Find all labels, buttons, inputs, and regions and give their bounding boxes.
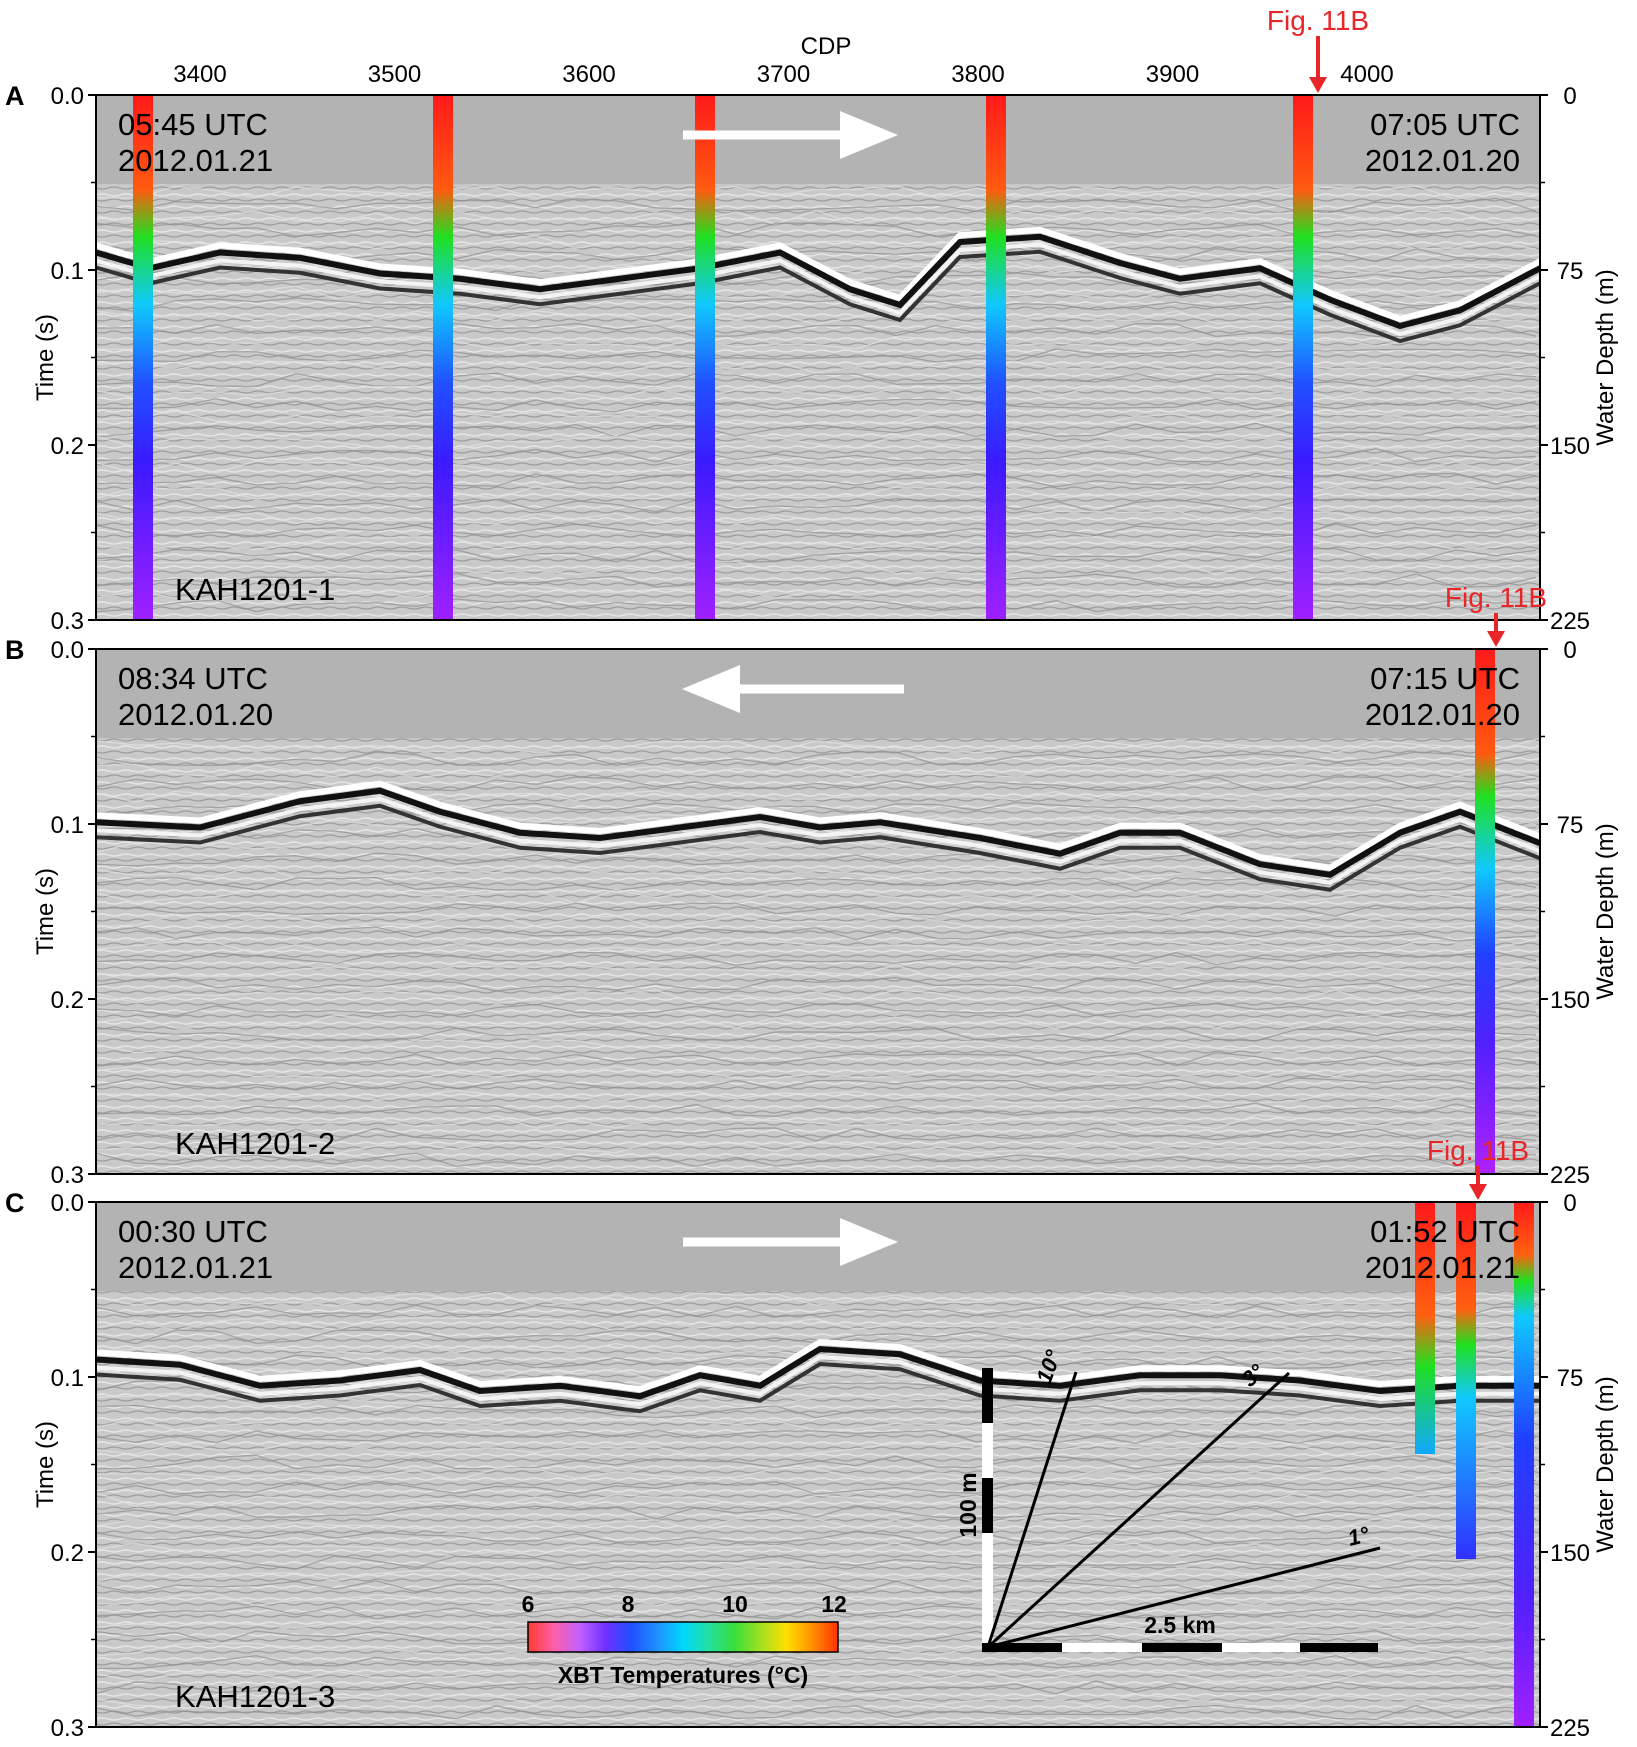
time-tick-label: 0.3	[51, 608, 84, 635]
fig-11b-callout: Fig. 11B	[1427, 1135, 1529, 1200]
cdp-tick-label: 3700	[757, 61, 810, 88]
colorbar-tick-label: 8	[622, 1591, 635, 1617]
time-tick-label: 0.0	[51, 83, 84, 110]
cdp-tick-labels: 3400 3500 3600 3700 3800 3900 4000	[173, 61, 1393, 88]
time-axis-label: Time (s)	[32, 868, 59, 955]
panels: A 0.0 0.1 0.2 0.3 Time (s) 0 75 150 225 Water Dept…	[5, 5, 1619, 1742]
depth-axis-label: Water Depth (m)	[1592, 1376, 1619, 1552]
panel-letter: A	[5, 81, 25, 111]
time-tick-label: 0.2	[51, 1540, 84, 1567]
time-tick-label: 0.0	[51, 637, 84, 664]
svg-text:Fig. 11B: Fig. 11B	[1267, 5, 1369, 36]
xbt-profile-bar	[1415, 1202, 1435, 1454]
panel-letter: B	[5, 635, 25, 665]
seismic-panel-a: A 0.0 0.1 0.2 0.3 Time (s) 0 75 150 225 Water Dept…	[5, 5, 1619, 635]
scale-bar: 10° 3° 1° 100 m 2.5 km	[955, 1347, 1381, 1652]
cdp-axis-label: CDP	[801, 33, 852, 60]
depth-tick-label: 225	[1550, 1715, 1590, 1742]
start-time: 05:45 UTC	[118, 107, 268, 142]
horizontal-scale-label: 2.5 km	[1144, 1612, 1216, 1638]
time-tick-label: 0.1	[51, 258, 84, 285]
colorbar: 6 8 10 12 XBT Temperatures (°C)	[522, 1591, 847, 1688]
time-tick-label: 0.1	[51, 1365, 84, 1392]
seismic-line-name: KAH1201-2	[175, 1126, 335, 1161]
depth-tick-label: 150	[1550, 1540, 1590, 1567]
xbt-profile-bar	[1475, 649, 1495, 1174]
end-time: 07:05 UTC	[1370, 107, 1520, 142]
time-axis-label: Time (s)	[32, 1421, 59, 1508]
end-time: 07:15 UTC	[1370, 661, 1520, 696]
seismic-line-name: KAH1201-3	[175, 1679, 335, 1714]
end-time: 01:52 UTC	[1370, 1214, 1520, 1249]
cdp-tick-label: 3900	[1146, 61, 1199, 88]
time-tick-label: 0.2	[51, 433, 84, 460]
depth-tick-label: 225	[1550, 1162, 1590, 1189]
xbt-profile-bar	[133, 95, 153, 620]
depth-tick-label: 225	[1550, 608, 1590, 635]
time-axis-label: Time (s)	[32, 314, 59, 401]
time-tick-label: 0.2	[51, 987, 84, 1014]
colorbar-bar	[527, 1621, 839, 1653]
depth-tick-label: 75	[1557, 258, 1584, 285]
xbt-profile-bar	[433, 95, 453, 620]
cdp-tick-label: 3500	[368, 61, 421, 88]
xbt-profile-bar	[986, 95, 1006, 620]
depth-axis-label: Water Depth (m)	[1592, 823, 1619, 999]
start-date: 2012.01.21	[118, 1250, 273, 1285]
direction-arrow-icon	[683, 111, 898, 159]
cdp-tick-label: 3400	[173, 61, 226, 88]
time-tick-label: 0.0	[51, 1190, 84, 1217]
depth-tick-label: 75	[1557, 1365, 1584, 1392]
start-date: 2012.01.21	[118, 143, 273, 178]
depth-tick-label: 0	[1563, 1190, 1576, 1217]
vertical-scale-label: 100 m	[955, 1472, 981, 1537]
depth-tick-label: 0	[1563, 637, 1576, 664]
xbt-profile-bar	[1514, 1202, 1534, 1727]
depth-axis-label: Water Depth (m)	[1592, 269, 1619, 445]
fig-11b-callout: Fig. 11B	[1267, 5, 1369, 93]
start-time: 00:30 UTC	[118, 1214, 268, 1249]
time-tick-label: 0.3	[51, 1162, 84, 1189]
xbt-profile-bar	[1456, 1202, 1476, 1559]
cdp-tick-label: 3800	[951, 61, 1004, 88]
depth-tick-label: 150	[1550, 433, 1590, 460]
seismic-line-name: KAH1201-1	[175, 572, 335, 607]
depth-tick-label: 75	[1557, 812, 1584, 839]
time-tick-label: 0.3	[51, 1715, 84, 1742]
colorbar-ticks: 6 8 10 12	[522, 1591, 847, 1617]
xbt-profile-bar	[1293, 95, 1313, 620]
direction-arrow-icon	[682, 665, 904, 713]
start-time: 08:34 UTC	[118, 661, 268, 696]
svg-text:Fig. 11B: Fig. 11B	[1427, 1135, 1529, 1166]
depth-tick-label: 150	[1550, 987, 1590, 1014]
seismic-panel-b: B 0.0 0.1 0.2 0.3 Time (s) 0 75 150 225 Water Dept…	[5, 582, 1619, 1189]
colorbar-tick-label: 6	[522, 1591, 535, 1617]
svg-text:Fig. 11B: Fig. 11B	[1445, 582, 1547, 613]
colorbar-tick-label: 10	[722, 1591, 748, 1617]
colorbar-tick-label: 12	[821, 1591, 847, 1617]
depth-tick-label: 0	[1563, 83, 1576, 110]
xbt-profile-bar	[695, 95, 715, 620]
start-date: 2012.01.20	[118, 697, 273, 732]
cdp-tick-label: 4000	[1340, 61, 1393, 88]
fig-11b-callout: Fig. 11B	[1445, 582, 1547, 647]
colorbar-title: XBT Temperatures (°C)	[558, 1662, 808, 1688]
end-date: 2012.01.20	[1365, 143, 1520, 178]
cdp-tick-label: 3600	[562, 61, 615, 88]
panel-letter: C	[5, 1188, 25, 1218]
direction-arrow-icon	[683, 1218, 898, 1266]
end-date: 2012.01.21	[1365, 1250, 1520, 1285]
end-date: 2012.01.20	[1365, 697, 1520, 732]
time-tick-label: 0.1	[51, 812, 84, 839]
